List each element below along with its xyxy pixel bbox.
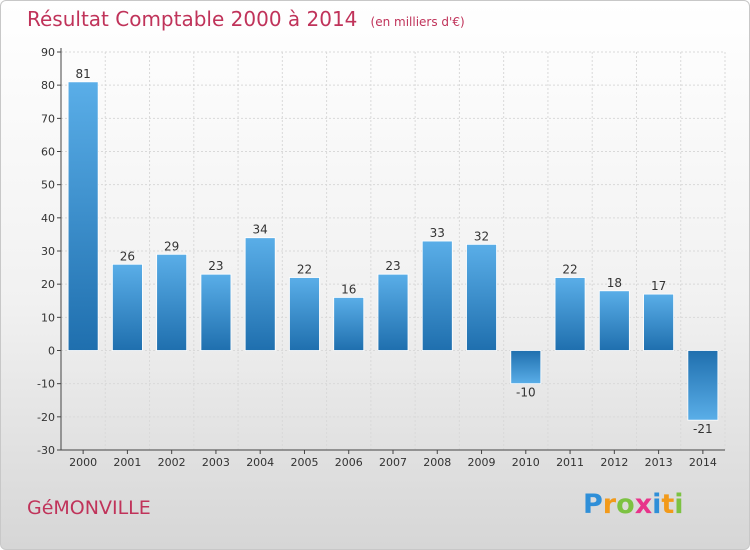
- data-label: 81: [75, 67, 90, 81]
- x-tick-label: 2013: [645, 456, 673, 469]
- bar-2000: [67, 81, 99, 351]
- data-label: 23: [385, 259, 400, 273]
- bar-2012: [598, 290, 630, 351]
- x-tick-label: 2000: [69, 456, 97, 469]
- x-tick-label: 2014: [689, 456, 717, 469]
- x-tick-label: 2002: [158, 456, 186, 469]
- y-tick-label: -10: [37, 378, 55, 391]
- bar-2002: [156, 253, 188, 351]
- data-label: 22: [562, 263, 577, 277]
- x-tick-label: 2003: [202, 456, 230, 469]
- data-label: 26: [120, 249, 135, 263]
- data-label: -10: [516, 386, 536, 400]
- data-label: 32: [474, 229, 489, 243]
- x-tick-label: 2009: [468, 456, 496, 469]
- x-tick-label: 2006: [335, 456, 363, 469]
- data-label: 29: [164, 239, 179, 253]
- axes: -30 -20 -10 0 10 20 30 40 50 60 70 80 90: [37, 46, 725, 457]
- bar-2011: [554, 277, 586, 351]
- y-tick-label: -20: [37, 411, 55, 424]
- y-tick-label: 70: [41, 112, 55, 125]
- y-tick-label: 50: [41, 179, 55, 192]
- x-tick-label: 2001: [113, 456, 141, 469]
- x-tick-label: 2012: [600, 456, 628, 469]
- data-label: 16: [341, 282, 356, 296]
- bar-2005: [289, 277, 320, 351]
- data-label: 17: [651, 279, 666, 293]
- chart-title: Résultat Comptable 2000 à 2014 (en milli…: [27, 7, 465, 31]
- x-tick-label: 2007: [379, 456, 407, 469]
- bar-2013: [643, 293, 674, 351]
- bar-2010: [510, 350, 542, 385]
- logo-letter: i: [652, 489, 662, 520]
- bar-2001: [112, 263, 143, 351]
- logo-letter: i: [674, 489, 684, 520]
- data-label: 34: [253, 223, 268, 237]
- labels: 2000 81 2001 26 2002 29 2003 23 2004 34 2005 22 2006…: [69, 67, 717, 469]
- y-tick-label: 10: [41, 311, 55, 324]
- bar-2009: [466, 243, 497, 351]
- logo-letter: P: [583, 489, 603, 520]
- x-tick-label: 2004: [246, 456, 274, 469]
- logo-letter: r: [602, 489, 617, 520]
- data-label: 33: [430, 226, 445, 240]
- y-tick-label: 0: [48, 345, 55, 358]
- data-label: 22: [297, 263, 312, 277]
- x-tick-label: 2011: [556, 456, 584, 469]
- y-tick-label: -30: [37, 444, 55, 457]
- y-tick-label: 40: [41, 212, 55, 225]
- bar-2006: [333, 297, 365, 351]
- data-label: -21: [693, 422, 713, 436]
- chart-unit: (en milliers d'€): [370, 15, 465, 29]
- x-tick-label: 2005: [290, 456, 318, 469]
- grid-lines: [60, 51, 726, 451]
- y-tick-label: 90: [41, 46, 55, 59]
- x-tick-label: 2010: [512, 456, 540, 469]
- y-tick-label: 60: [41, 146, 55, 159]
- chart-title-text: Résultat Comptable 2000 à 2014: [27, 7, 358, 31]
- bar-2014: [687, 350, 719, 421]
- logo-letter: t: [661, 489, 675, 520]
- data-label: 23: [208, 259, 223, 273]
- y-tick-label: 30: [41, 245, 55, 258]
- proxiti-logo: Proxiti: [583, 489, 684, 520]
- bar-2004: [244, 237, 276, 351]
- data-label: 18: [607, 276, 622, 290]
- bar-2003: [200, 273, 232, 351]
- bars: [67, 81, 719, 421]
- bar-2007: [377, 273, 409, 351]
- commune-name: GéMONVILLE: [27, 497, 151, 519]
- y-tick-label: 80: [41, 79, 55, 92]
- logo-letter: x: [634, 489, 653, 520]
- logo-letter: o: [616, 489, 635, 520]
- x-tick-label: 2008: [423, 456, 451, 469]
- bar-2008: [421, 240, 453, 351]
- y-tick-label: 20: [41, 278, 55, 291]
